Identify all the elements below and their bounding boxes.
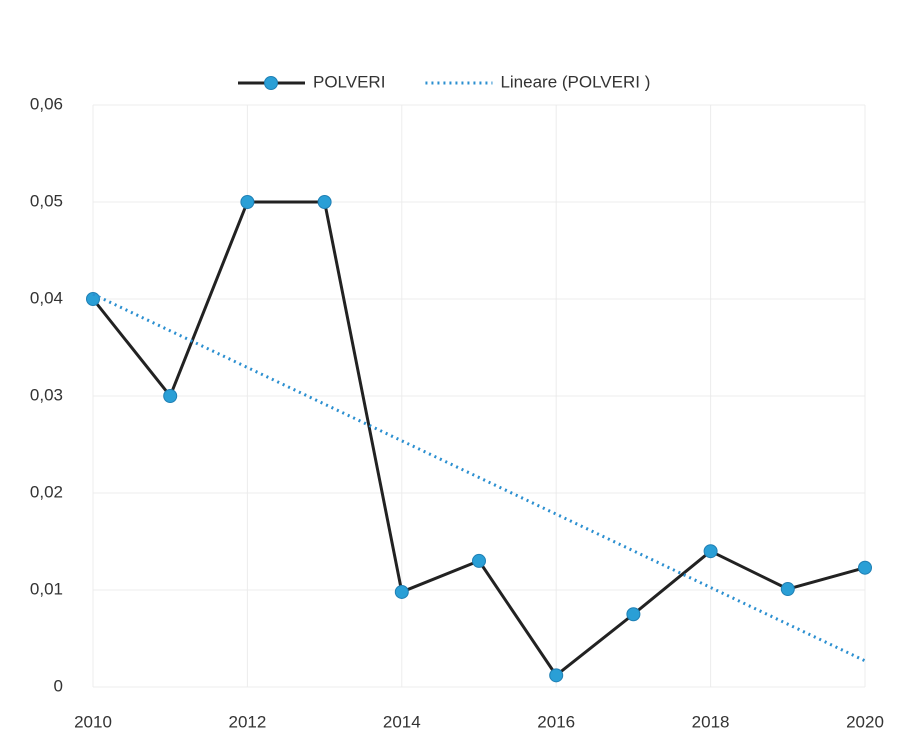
marker [703, 544, 718, 559]
marker [86, 292, 100, 306]
x-tick-label: 2012 [228, 712, 266, 731]
legend-label: Lineare (POLVERI ) [500, 72, 650, 91]
y-tick-label: 0,02 [30, 482, 63, 501]
y-tick-label: 0 [54, 676, 63, 695]
x-tick-label: 2016 [537, 712, 575, 731]
legend-label: POLVERI [313, 72, 385, 91]
marker [163, 389, 178, 403]
x-tick-label: 2020 [846, 712, 884, 731]
marker [240, 195, 255, 209]
series-line [92, 292, 866, 663]
marker [472, 553, 486, 568]
marker [858, 560, 872, 575]
marker [549, 668, 564, 683]
y-tick-label: 0,04 [30, 288, 63, 307]
marker [394, 584, 409, 599]
marker [626, 607, 641, 622]
y-tick-label: 0,06 [30, 94, 63, 113]
series-line [91, 200, 866, 677]
y-tick-label: 0,01 [30, 579, 63, 598]
legend-marker [264, 76, 278, 90]
x-tick-label: 2010 [74, 712, 112, 731]
marker [317, 195, 332, 209]
y-tick-label: 0,05 [30, 191, 63, 210]
x-tick-label: 2018 [692, 712, 730, 731]
x-tick-label: 2014 [383, 712, 421, 731]
marker [780, 582, 795, 597]
y-tick-label: 0,03 [30, 385, 63, 404]
